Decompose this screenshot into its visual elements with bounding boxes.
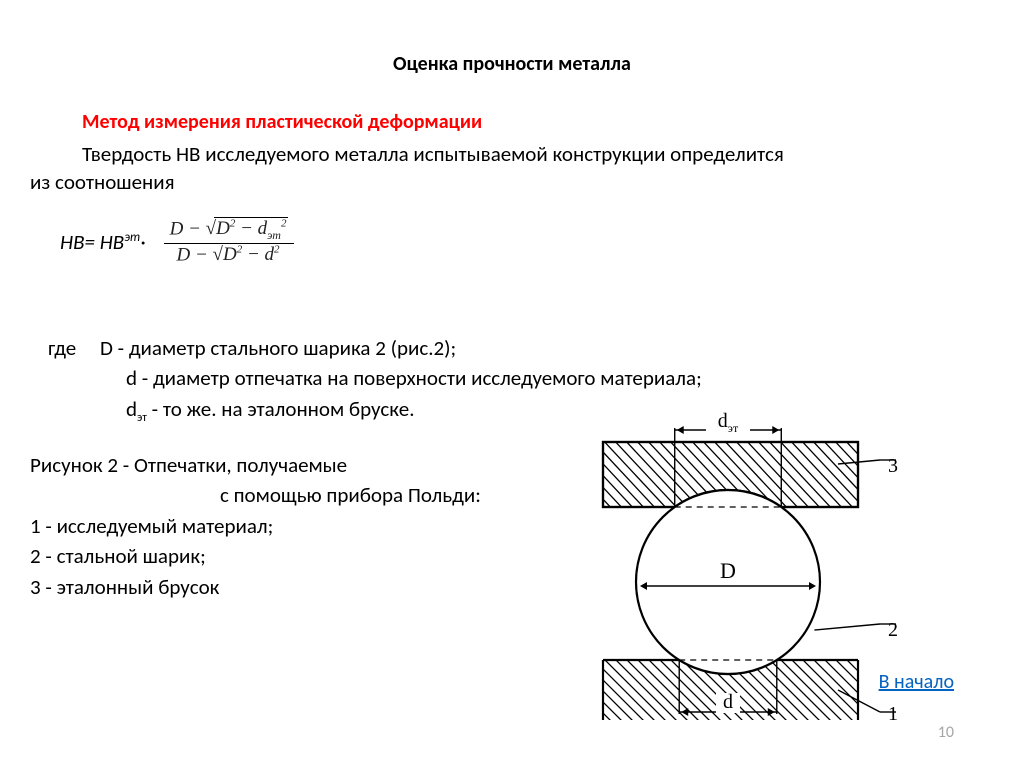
- svg-text:1: 1: [888, 703, 898, 722]
- intro-paragraph: Твердость HB исследуемого металла испыты…: [82, 140, 994, 197]
- formula-numerator: D − D2 − dэт2: [164, 218, 295, 244]
- formula-fraction: D − D2 − dэт2 D − D2 − d2: [164, 218, 295, 266]
- svg-text:D: D: [720, 558, 736, 583]
- figcap-line-1: Рисунок 2 - Отпечатки, получаемые: [30, 450, 481, 480]
- link-to-start[interactable]: В начало: [879, 670, 954, 694]
- page-number: 10: [938, 723, 954, 742]
- where-D: D - диаметр стального шарика 2 (рис.2);: [100, 335, 456, 361]
- figcap-line-2: с помощью прибора Польди:: [220, 480, 481, 510]
- formula-lhs: HB= HBэт·: [60, 229, 146, 255]
- poldi-diagram: Ddэтd321: [558, 412, 903, 722]
- where-det: dэт - то же. на эталонном бруске.: [126, 394, 415, 428]
- where-intro: где: [48, 335, 76, 361]
- svg-text:3: 3: [888, 455, 898, 477]
- svg-text:d: d: [723, 691, 733, 713]
- method-subtitle: Метод измерения пластической деформации: [82, 110, 482, 134]
- figcap-item-3: 3 - эталонный брусок: [30, 572, 481, 602]
- page-title: Оценка прочности металла: [0, 52, 1024, 76]
- formula-denominator: D − D2 − d2: [164, 244, 295, 266]
- svg-text:2: 2: [888, 619, 898, 641]
- paragraph-line-1: Твердость HB исследуемого металла испыты…: [82, 141, 784, 167]
- formula: HB= HBэт· D − D2 − dэт2 D − D2 − d2: [60, 218, 294, 266]
- figcap-item-2: 2 - стальной шарик;: [30, 541, 481, 571]
- paragraph-line-2: из соотношения: [30, 168, 994, 196]
- where-d: d - диаметр отпечатка на поверхности исс…: [126, 363, 702, 393]
- figure-caption: Рисунок 2 - Отпечатки, получаемые с помо…: [30, 450, 481, 602]
- figcap-item-1: 1 - исследуемый материал;: [30, 511, 481, 541]
